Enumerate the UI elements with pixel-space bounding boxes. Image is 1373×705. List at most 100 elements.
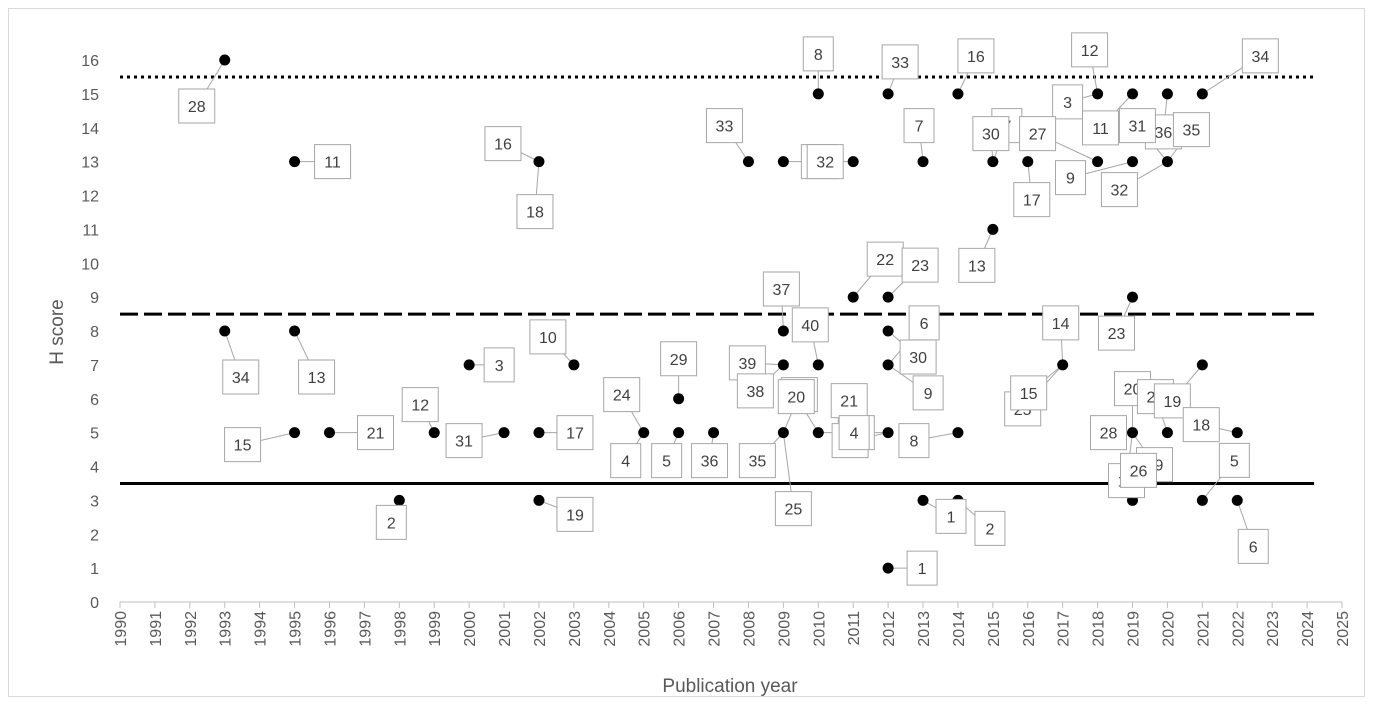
data-label: 16: [494, 137, 512, 154]
y-tick-label: 12: [81, 189, 99, 206]
data-label: 35: [1183, 123, 1201, 140]
x-tick-label: 2010: [811, 611, 828, 647]
data-label-box: [603, 377, 641, 413]
y-tick-label: 11: [82, 222, 99, 239]
x-tick-label: 2002: [532, 611, 549, 647]
x-tick-label: 1995: [288, 611, 305, 647]
x-tick-label: 2014: [951, 611, 968, 647]
data-label-box: [1241, 38, 1279, 74]
data-label-box: [1172, 112, 1210, 148]
data-label-box: [1013, 182, 1051, 218]
data-label-box: [1218, 442, 1250, 478]
data-label-box: [516, 194, 554, 230]
x-tick-label: 2023: [1265, 611, 1282, 647]
data-label-leader: [1055, 141, 1098, 163]
data-label-box: [1118, 108, 1156, 144]
data-label: 5: [1230, 453, 1239, 470]
data-label-box: [483, 347, 515, 383]
x-tick-label: 2007: [707, 611, 724, 647]
data-point: [1022, 156, 1034, 168]
x-tick-label: 2006: [672, 611, 689, 647]
x-axis-ticks: 1990 1991 1992 1993 1994 1995 1996 1997 1998 1999…: [113, 602, 1352, 647]
data-label: 29: [670, 352, 688, 369]
y-tick-label: 0: [90, 595, 99, 612]
x-tick-label: 2005: [637, 611, 654, 647]
data-point: [882, 88, 894, 100]
data-label-box: [912, 375, 944, 411]
data-label: 16: [967, 49, 985, 66]
data-label-box: [1010, 375, 1048, 411]
data-label: 2: [387, 515, 396, 532]
x-tick-label: 1998: [392, 611, 409, 647]
data-label: 28: [1100, 426, 1118, 443]
x-tick-label: 1996: [322, 611, 339, 647]
x-tick-label: 2024: [1300, 611, 1317, 647]
data-label-box: [958, 247, 996, 283]
data-label-box: [906, 550, 938, 586]
data-label: 2: [985, 521, 994, 538]
y-tick-label: 4: [90, 460, 99, 477]
data-label: 8: [909, 434, 918, 451]
data-label: 8: [814, 47, 823, 64]
x-tick-label: 2025: [1335, 611, 1352, 647]
x-tick-label: 2000: [462, 611, 479, 647]
data-label-box: [1100, 172, 1138, 208]
data-label-box: [777, 379, 815, 415]
data-label: 21: [367, 426, 385, 443]
data-label-box: [375, 504, 407, 540]
data-label: 23: [911, 258, 929, 275]
y-tick-label: 3: [90, 493, 99, 510]
data-point: [533, 427, 545, 439]
data-point: [987, 223, 999, 235]
data-label-box: [830, 383, 868, 419]
data-point: [917, 494, 929, 506]
data-label-box: [556, 496, 594, 532]
chart-frame: [8, 8, 1365, 697]
data-label-box: [1042, 305, 1080, 341]
x-tick-label: 2001: [497, 611, 514, 647]
data-point: [777, 427, 789, 439]
data-label: 40: [801, 318, 819, 335]
data-label: 3: [495, 358, 504, 375]
data-label: 34: [1251, 49, 1269, 66]
data-label: 36: [1155, 125, 1173, 142]
data-label: 9: [1066, 171, 1075, 188]
data-label-box: [901, 247, 939, 283]
data-point: [463, 359, 475, 371]
data-label: 32: [1111, 183, 1129, 200]
data-label: 4: [621, 454, 630, 471]
data-label-box: [774, 491, 812, 527]
y-tick-label: 6: [90, 392, 99, 409]
x-tick-label: 2008: [741, 611, 758, 647]
data-label: 9: [924, 386, 933, 403]
y-tick-label: 14: [81, 121, 99, 138]
data-label-box: [556, 415, 594, 451]
data-label: 3: [1063, 95, 1072, 112]
data-point: [812, 427, 824, 439]
data-point: [289, 156, 301, 168]
data-label: 12: [1081, 43, 1099, 60]
data-point: [393, 494, 405, 506]
data-label: 4: [850, 426, 859, 443]
data-label-box: [935, 498, 967, 534]
y-tick-label: 9: [90, 290, 99, 307]
y-tick-label: 13: [81, 155, 99, 172]
data-label-leader: [535, 161, 540, 195]
x-tick-label: 2022: [1230, 611, 1247, 647]
data-label-box: [298, 359, 336, 395]
data-point: [777, 359, 789, 371]
x-tick-label: 2011: [846, 611, 863, 646]
data-points: [219, 54, 1243, 574]
data-point: [533, 156, 545, 168]
data-label: 21: [840, 394, 858, 411]
data-point: [882, 359, 894, 371]
x-tick-label: 2013: [916, 611, 933, 647]
data-label: 37: [772, 282, 790, 299]
data-label-box: [736, 373, 774, 409]
data-point: [1092, 156, 1104, 168]
y-axis-title: H score: [47, 299, 68, 364]
data-point: [1127, 427, 1139, 439]
data-label-box: [1237, 528, 1269, 564]
data-label-leader: [260, 432, 295, 441]
